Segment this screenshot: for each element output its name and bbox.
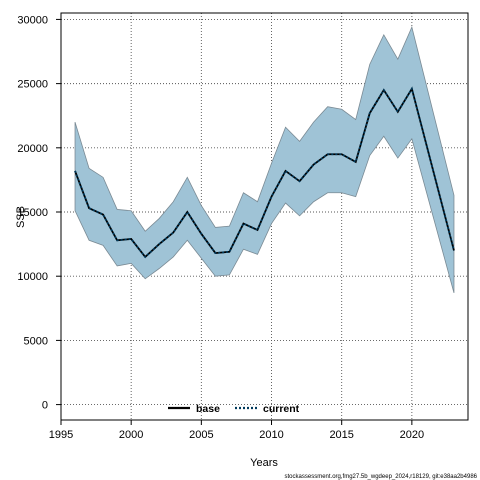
plot-frame — [60, 12, 469, 421]
x-axis-title: Years — [250, 457, 278, 469]
y-tick-label: 20000 — [17, 143, 48, 155]
x-tick-label: 2000 — [119, 429, 143, 441]
source-caption: stockassessment.org,fmg27.5b_wgdeep_2024… — [285, 474, 478, 480]
y-tick-label: 5000 — [24, 335, 48, 347]
series-current-line — [74, 86, 455, 259]
x-tick-label: 2010 — [259, 429, 283, 441]
legend-base-label: base — [196, 403, 220, 415]
axes-layer: 1995 2000 2005 2010 2015 2020 0 5000 10000 15000 2… — [17, 12, 469, 441]
legend-current-label: current — [263, 403, 300, 415]
x-tick-label: 2015 — [329, 429, 353, 441]
y-tick-label: 10000 — [17, 271, 48, 283]
y-tick-label: 15000 — [17, 207, 48, 219]
x-tick-label: 2020 — [400, 429, 424, 441]
confidence-band-layer — [74, 25, 455, 293]
y-tick-label: 30000 — [17, 14, 48, 26]
x-tick-label: 2005 — [189, 429, 213, 441]
x-tick-label: 1995 — [49, 429, 73, 441]
confidence-band — [74, 25, 455, 293]
y-axis-title: SSB — [15, 206, 27, 228]
y-tick-label: 0 — [42, 400, 48, 412]
legend: base current — [168, 403, 300, 415]
y-tick-label: 25000 — [17, 79, 48, 91]
series-layer — [74, 86, 455, 259]
